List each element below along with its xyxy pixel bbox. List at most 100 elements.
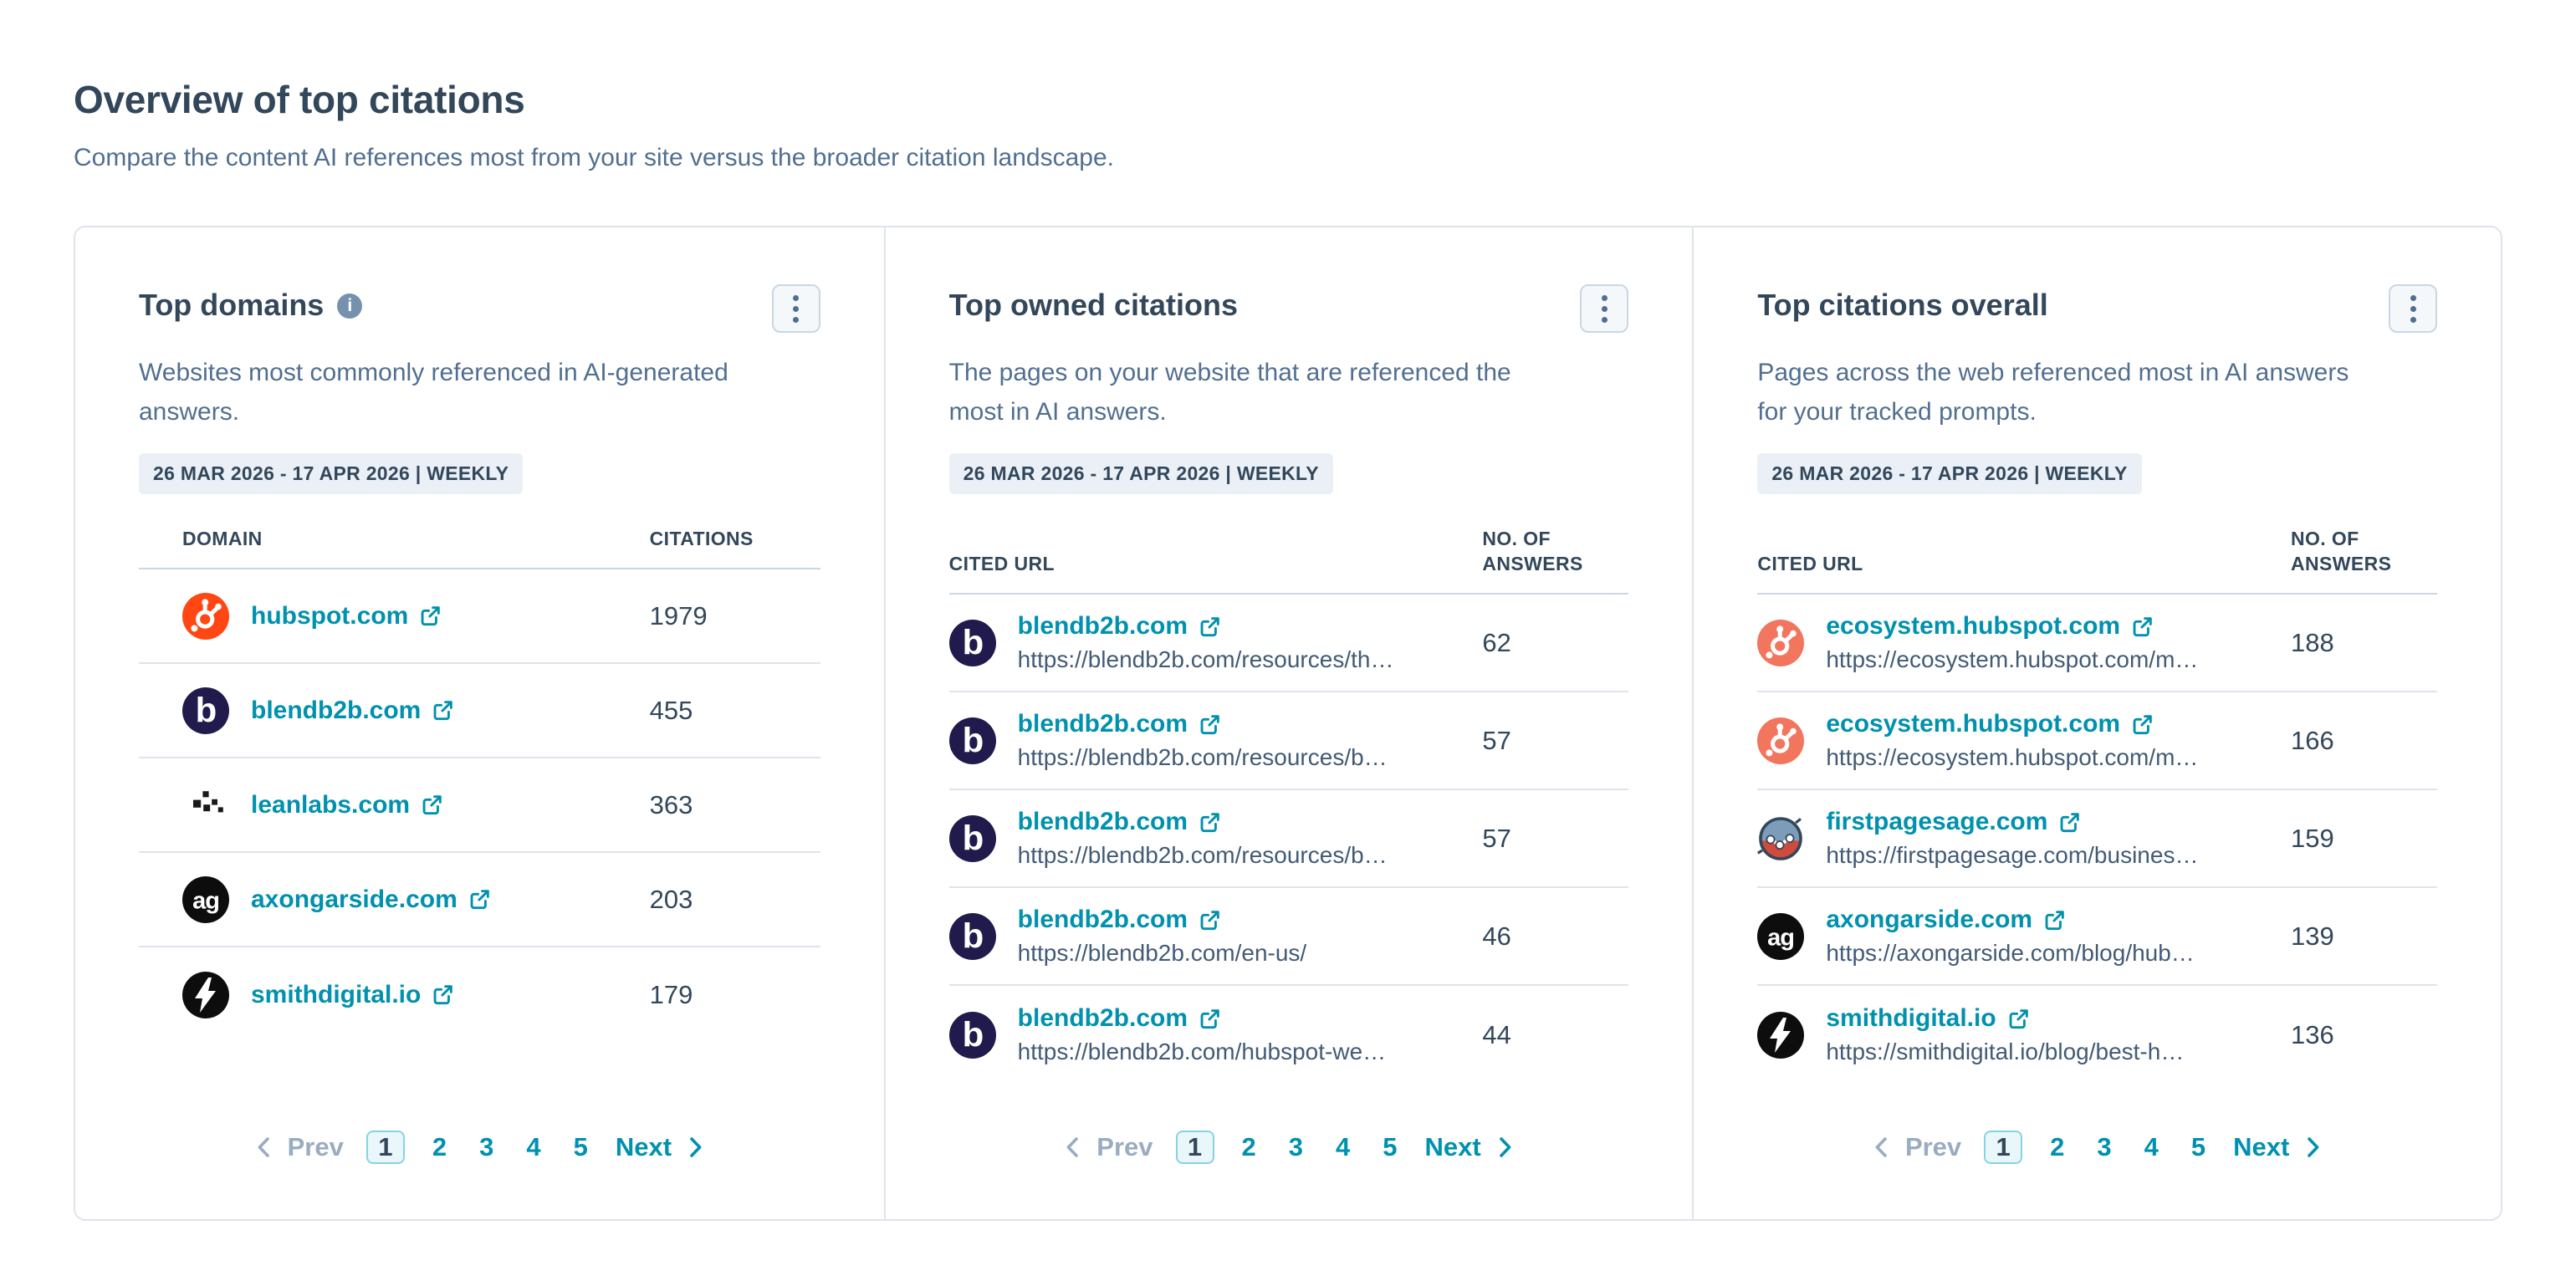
kebab-menu-icon bbox=[793, 294, 800, 301]
page-button-3[interactable]: 3 bbox=[474, 1132, 498, 1162]
page-button-5[interactable]: 5 bbox=[2186, 1132, 2211, 1162]
domain-link[interactable]: axongarside.com bbox=[1826, 906, 2194, 934]
domain-link[interactable]: ecosystem.hubspot.com bbox=[1826, 612, 2198, 641]
external-link-icon bbox=[2058, 811, 2081, 834]
page-button-1[interactable]: 1 bbox=[365, 1131, 405, 1164]
citation-count: 363 bbox=[649, 789, 693, 819]
external-link-icon bbox=[1199, 615, 1221, 638]
table-row: blendb2b.com https://blendb2b.com/resour… bbox=[948, 595, 1629, 692]
page-button-2[interactable]: 2 bbox=[1237, 1132, 1261, 1162]
citation-count: 179 bbox=[649, 979, 693, 1009]
table-row: axongarside.com https://axongarside.com/… bbox=[1757, 888, 2437, 986]
page-button-2[interactable]: 2 bbox=[2045, 1132, 2069, 1162]
table-row: smithdigital.io 179 bbox=[139, 947, 820, 1042]
citation-count: 203 bbox=[649, 884, 693, 914]
answers-count: 166 bbox=[2291, 725, 2334, 755]
table-row: ecosystem.hubspot.com https://ecosystem.… bbox=[1757, 692, 2437, 790]
domain-link[interactable]: blendb2b.com bbox=[1018, 710, 1388, 738]
table-row: smithdigital.io https://smithdigital.io/… bbox=[1757, 986, 2437, 1084]
domain-link[interactable]: hubspot.com bbox=[251, 602, 442, 630]
column-header-answers: NO. OF ANSWERS bbox=[2291, 528, 2392, 574]
answers-count: 57 bbox=[1482, 725, 1511, 755]
cited-url: https://firstpagesage.com/busines… bbox=[1826, 842, 2199, 868]
prev-button[interactable]: Prev bbox=[1868, 1132, 1961, 1162]
cited-url: https://blendb2b.com/resources/b… bbox=[1017, 744, 1388, 770]
page-button-4[interactable]: 4 bbox=[2139, 1132, 2164, 1162]
blendb2b-favicon bbox=[949, 913, 996, 960]
info-icon[interactable] bbox=[337, 294, 363, 319]
table-row: blendb2b.com https://blendb2b.com/resour… bbox=[948, 790, 1629, 888]
page-button-5[interactable]: 5 bbox=[1377, 1132, 1402, 1162]
citations-panel: Top domains Websites most commonly refer… bbox=[74, 226, 2502, 1221]
smithdigital-favicon bbox=[182, 972, 229, 1018]
answers-count: 62 bbox=[1482, 627, 1511, 657]
domain-link[interactable]: blendb2b.com bbox=[251, 697, 454, 725]
page-button-1[interactable]: 1 bbox=[1175, 1131, 1214, 1164]
chevron-left-icon bbox=[1060, 1134, 1086, 1161]
domain-link[interactable]: axongarside.com bbox=[251, 886, 491, 914]
kebab-menu-icon bbox=[2410, 294, 2416, 301]
card-menu-button[interactable] bbox=[2389, 284, 2437, 333]
top-citations-overall-table: CITED URL NO. OF ANSWERS ecosystem.hubsp… bbox=[1757, 526, 2437, 1084]
next-button[interactable]: Next bbox=[616, 1132, 708, 1162]
external-link-icon bbox=[432, 699, 454, 722]
answers-count: 188 bbox=[2291, 627, 2334, 657]
blendb2b-favicon bbox=[949, 717, 996, 764]
domain-link[interactable]: blendb2b.com bbox=[1018, 906, 1307, 934]
table-row: blendb2b.com https://blendb2b.com/en-us/… bbox=[948, 888, 1629, 986]
page-button-2[interactable]: 2 bbox=[427, 1132, 452, 1162]
blendb2b-favicon bbox=[949, 815, 996, 862]
domain-link[interactable]: firstpagesage.com bbox=[1826, 808, 2198, 836]
card-title: Top citations overall bbox=[1757, 288, 2048, 322]
card-menu-button[interactable] bbox=[771, 284, 820, 333]
card-description: Pages across the web referenced most in … bbox=[1757, 359, 2349, 426]
column-header-domain: DOMAIN bbox=[182, 528, 263, 549]
domain-link[interactable]: ecosystem.hubspot.com bbox=[1826, 710, 2198, 738]
next-button[interactable]: Next bbox=[1425, 1132, 1518, 1162]
page-button-4[interactable]: 4 bbox=[1331, 1132, 1355, 1162]
domain-link[interactable]: leanlabs.com bbox=[251, 791, 443, 819]
table-row: leanlabs.com 363 bbox=[139, 758, 820, 853]
external-link-icon bbox=[2007, 1008, 2030, 1030]
domain-link[interactable]: smithdigital.io bbox=[1826, 1004, 2184, 1033]
prev-button[interactable]: Prev bbox=[251, 1132, 344, 1162]
kebab-menu-icon bbox=[1601, 294, 1607, 301]
domain-link[interactable]: smithdigital.io bbox=[251, 981, 454, 1009]
top-owned-citations-card: Top owned citations The pages on your we… bbox=[883, 227, 1693, 1219]
external-link-icon bbox=[1199, 811, 1221, 834]
axongarside-favicon bbox=[182, 876, 229, 923]
citation-count: 1979 bbox=[649, 600, 708, 630]
external-link-icon bbox=[1199, 1008, 1221, 1030]
page-button-3[interactable]: 3 bbox=[2092, 1132, 2116, 1162]
page-button-5[interactable]: 5 bbox=[569, 1132, 593, 1162]
firstpagesage-favicon bbox=[1757, 815, 1804, 862]
page-button-1[interactable]: 1 bbox=[1984, 1131, 2023, 1164]
next-button[interactable]: Next bbox=[2233, 1132, 2326, 1162]
page-button-4[interactable]: 4 bbox=[521, 1132, 545, 1162]
domain-link[interactable]: blendb2b.com bbox=[1018, 808, 1388, 836]
domain-link[interactable]: blendb2b.com bbox=[1018, 1004, 1386, 1033]
blendb2b-favicon bbox=[182, 687, 229, 734]
prev-button[interactable]: Prev bbox=[1060, 1132, 1153, 1162]
chevron-right-icon bbox=[682, 1134, 708, 1161]
column-header-answers: NO. OF ANSWERS bbox=[1482, 528, 1583, 574]
column-header-citations: CITATIONS bbox=[649, 528, 754, 549]
table-row: blendb2b.com 455 bbox=[139, 664, 820, 758]
card-menu-button[interactable] bbox=[1580, 284, 1629, 333]
chevron-left-icon bbox=[251, 1134, 278, 1161]
answers-count: 44 bbox=[1482, 1019, 1511, 1049]
table-row: blendb2b.com https://blendb2b.com/hubspo… bbox=[949, 986, 1629, 1084]
cited-url: https://blendb2b.com/en-us/ bbox=[1017, 940, 1307, 966]
page-button-3[interactable]: 3 bbox=[1284, 1132, 1308, 1162]
cited-url: https://axongarside.com/blog/hub… bbox=[1826, 940, 2195, 966]
external-link-icon bbox=[1199, 713, 1221, 736]
card-description: Websites most commonly referenced in AI-… bbox=[139, 359, 728, 426]
card-title: Top owned citations bbox=[948, 288, 1238, 322]
blendb2b-favicon bbox=[949, 1012, 996, 1059]
domain-link[interactable]: blendb2b.com bbox=[1018, 612, 1394, 641]
hubspot-favicon bbox=[1757, 620, 1804, 666]
page-subtitle: Compare the content AI references most f… bbox=[74, 144, 1114, 171]
external-link-icon bbox=[2131, 713, 2154, 736]
table-row: blendb2b.com https://blendb2b.com/resour… bbox=[948, 692, 1629, 790]
leanlabs-favicon bbox=[182, 782, 229, 829]
